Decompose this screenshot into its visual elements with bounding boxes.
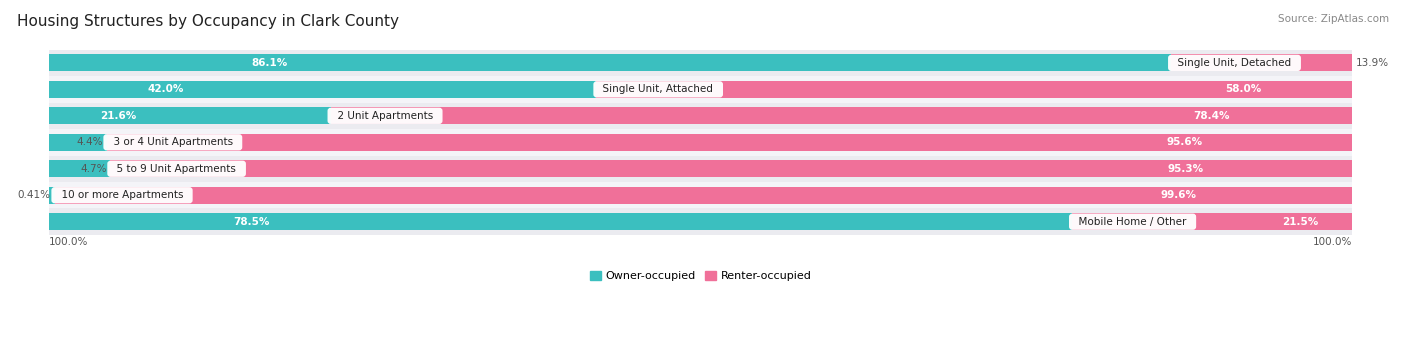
Text: 99.6%: 99.6% bbox=[1161, 190, 1197, 200]
Bar bbox=[49, 182, 1353, 208]
Bar bbox=[49, 54, 1171, 72]
Text: Mobile Home / Other: Mobile Home / Other bbox=[1073, 217, 1194, 227]
Text: Single Unit, Attached: Single Unit, Attached bbox=[596, 84, 720, 94]
Text: 2 Unit Apartments: 2 Unit Apartments bbox=[330, 111, 440, 121]
Bar bbox=[49, 50, 1353, 76]
Text: 78.4%: 78.4% bbox=[1194, 111, 1230, 121]
Legend: Owner-occupied, Renter-occupied: Owner-occupied, Renter-occupied bbox=[586, 267, 815, 286]
Text: 4.7%: 4.7% bbox=[80, 164, 107, 174]
Text: 100.0%: 100.0% bbox=[49, 237, 89, 247]
Bar bbox=[596, 81, 1353, 98]
Text: 10 or more Apartments: 10 or more Apartments bbox=[55, 190, 190, 200]
Bar bbox=[49, 129, 1353, 155]
Bar bbox=[49, 103, 1353, 129]
Bar bbox=[1171, 54, 1353, 72]
Text: Housing Structures by Occupancy in Clark County: Housing Structures by Occupancy in Clark… bbox=[17, 14, 399, 29]
Text: 0.41%: 0.41% bbox=[18, 190, 51, 200]
Bar bbox=[49, 187, 55, 204]
Text: 5 to 9 Unit Apartments: 5 to 9 Unit Apartments bbox=[111, 164, 243, 174]
Text: 95.3%: 95.3% bbox=[1167, 164, 1204, 174]
Text: 21.5%: 21.5% bbox=[1282, 217, 1319, 227]
Text: 95.6%: 95.6% bbox=[1167, 137, 1202, 147]
Bar bbox=[49, 107, 330, 124]
Text: 3 or 4 Unit Apartments: 3 or 4 Unit Apartments bbox=[107, 137, 239, 147]
Bar bbox=[330, 107, 1353, 124]
Text: 42.0%: 42.0% bbox=[148, 84, 184, 94]
Bar bbox=[1073, 213, 1353, 230]
Text: 100.0%: 100.0% bbox=[1313, 237, 1353, 247]
Bar bbox=[49, 134, 107, 151]
Bar bbox=[49, 208, 1353, 235]
Bar bbox=[49, 160, 111, 177]
Bar bbox=[111, 160, 1353, 177]
Text: 86.1%: 86.1% bbox=[252, 58, 287, 68]
Bar bbox=[49, 81, 596, 98]
Bar bbox=[55, 187, 1353, 204]
Text: 13.9%: 13.9% bbox=[1357, 58, 1389, 68]
Text: Source: ZipAtlas.com: Source: ZipAtlas.com bbox=[1278, 14, 1389, 24]
Bar bbox=[49, 76, 1353, 103]
Text: 58.0%: 58.0% bbox=[1226, 84, 1261, 94]
Text: 78.5%: 78.5% bbox=[233, 217, 270, 227]
Bar bbox=[49, 213, 1073, 230]
Text: 21.6%: 21.6% bbox=[100, 111, 136, 121]
Bar bbox=[49, 155, 1353, 182]
Bar bbox=[107, 134, 1353, 151]
Text: 4.4%: 4.4% bbox=[76, 137, 103, 147]
Text: Single Unit, Detached: Single Unit, Detached bbox=[1171, 58, 1298, 68]
